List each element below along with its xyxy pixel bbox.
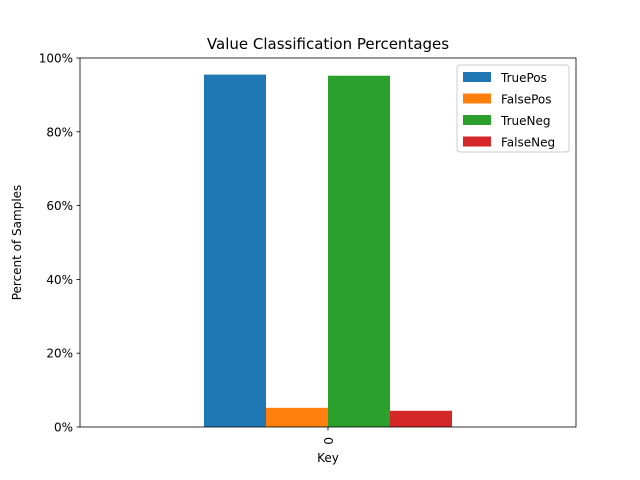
y-axis-label: Percent of Samples	[10, 185, 24, 301]
legend-label-trueneg: TrueNeg	[500, 114, 550, 128]
bar-trueneg-0	[328, 75, 390, 427]
y-tick-label: 0%	[54, 421, 73, 435]
chart-title: Value Classification Percentages	[207, 35, 449, 53]
y-tick-label: 100%	[39, 52, 73, 66]
legend-swatch-falsepos	[463, 93, 491, 104]
y-tick-label: 60%	[46, 199, 73, 213]
y-tick-label: 40%	[46, 273, 73, 287]
legend-swatch-falseneg	[463, 136, 491, 147]
x-axis-label: Key	[317, 451, 339, 465]
legend: TruePos FalsePos TrueNeg FalseNeg	[456, 64, 570, 153]
legend-label-falsepos: FalsePos	[501, 93, 552, 107]
plot-frame	[79, 57, 577, 428]
legend-label-falseneg: FalseNeg	[501, 136, 555, 150]
legend-swatch-truepos	[463, 72, 491, 82]
bar-falseneg-0	[390, 410, 452, 427]
x-axis-ticks: 0	[321, 427, 335, 445]
bar-falsepos-0	[266, 407, 328, 427]
x-tick-label: 0	[321, 437, 335, 445]
bars-group	[204, 74, 452, 427]
y-tick-label: 20%	[46, 347, 73, 361]
bar-truepos-0	[204, 74, 266, 427]
legend-swatch-trueneg	[463, 115, 491, 125]
y-axis-ticks: 0% 20% 40% 60% 80% 100%	[39, 52, 80, 435]
legend-frame	[456, 64, 570, 153]
y-tick-label: 80%	[46, 125, 73, 139]
legend-label-truepos: TruePos	[500, 71, 547, 85]
